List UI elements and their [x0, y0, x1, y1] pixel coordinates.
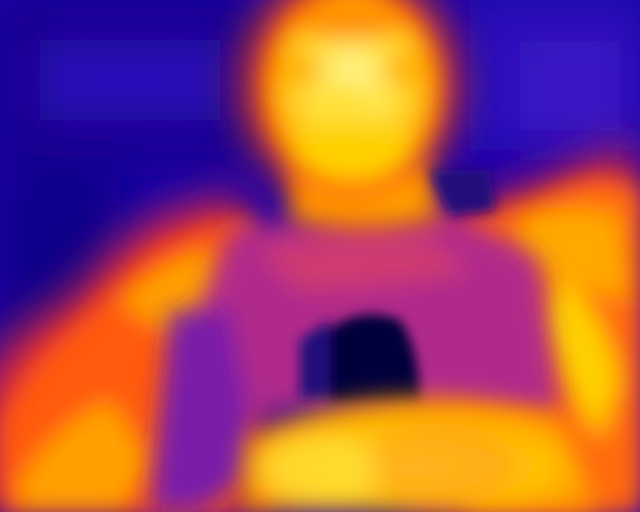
shirt-gap-dark	[325, 314, 420, 405]
